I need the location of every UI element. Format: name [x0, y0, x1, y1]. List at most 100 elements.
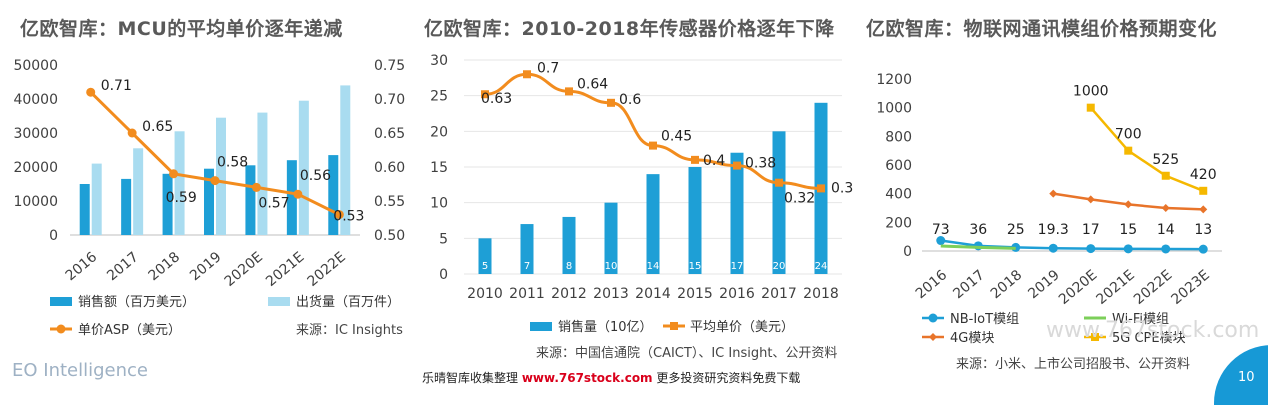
chart2-bar-label: 10 [605, 261, 618, 272]
chart2-legend-bar-swatch [530, 322, 552, 331]
chart3-title: 亿欧智库：物联网通讯模组价格预期变化 [866, 18, 1218, 40]
chart2-price-point [649, 141, 657, 150]
chart2-bar-label: 8 [566, 261, 572, 272]
chart3-point-nbiot [1048, 243, 1058, 253]
chart2-price-label: 0.4 [703, 153, 725, 169]
chart3-point-4g [1161, 204, 1170, 212]
chart1-asp-label: 0.58 [217, 155, 248, 171]
chart3-y-tick: 200 [885, 215, 912, 231]
chart2-y-tick: 0 [439, 267, 448, 283]
chart1-bar-sales [79, 184, 90, 235]
chart1-asp-point [293, 189, 303, 199]
chart2-bar-label: 5 [482, 261, 488, 272]
chart3-x-tick: 2020E [1056, 267, 1100, 308]
chart2-price-label: 0.3 [831, 180, 853, 196]
chart1-asp-label: 0.71 [101, 78, 132, 94]
chart1-right-tick: 0.65 [374, 126, 405, 142]
chart3-point-4g [1086, 195, 1095, 204]
chart1-bar-shipment [133, 148, 144, 235]
chart1-bar-sales [204, 168, 214, 235]
chart2-source: 来源：中国信通院（CAICT）、IC Insight、公开资料 [536, 346, 837, 361]
chart1-bar-sales [162, 173, 173, 235]
chart3-line-wifi [940, 244, 1016, 250]
chart3-label-nbiot: 13 [1194, 222, 1212, 238]
banner-suffix: 更多投资研究资料免费下载 [652, 371, 801, 385]
banner-url[interactable]: www.767stock.com [521, 371, 653, 385]
chart2-bar-label: 24 [815, 261, 828, 272]
chart1-legend-sales-swatch [50, 297, 72, 306]
chart1-source: 来源：IC Insights [296, 323, 403, 338]
chart1-bar-sales [121, 178, 132, 235]
chart2-price-label: 0.32 [784, 191, 815, 207]
chart2-price-label: 0.63 [481, 91, 512, 107]
chart2-x-tick: 2016 [719, 286, 755, 302]
chart2-bar [562, 216, 576, 274]
chart1-asp-point [210, 176, 220, 186]
chart2-price-point [523, 70, 531, 79]
chart3-label-5g: 525 [1152, 152, 1179, 168]
chart1-left-tick: 40000 [13, 92, 58, 108]
chart2-price-point [691, 155, 699, 164]
chart3-legend-4g-marker [929, 333, 937, 341]
chart1-legend-shipment-swatch [268, 297, 290, 306]
chart3-label-nbiot: 73 [932, 222, 950, 238]
chart2-bar-label: 7 [524, 261, 530, 272]
chart2-price-point [565, 87, 573, 96]
chart1-asp-point [169, 169, 179, 179]
chart1-asp-label: 0.57 [258, 195, 289, 211]
chart1-right-tick: 0.75 [374, 58, 405, 74]
chart1-left-tick: 20000 [13, 160, 58, 176]
chart3-legend-5g-marker [1091, 333, 1099, 341]
chart3-x-tick: 2023E [1168, 267, 1212, 308]
chart3-point-nbiot [1161, 244, 1171, 254]
chart2-bar [646, 174, 660, 274]
chart2-legend-line: 平均单价（美元） [690, 320, 794, 335]
chart2-x-tick: 2010 [467, 286, 503, 302]
chart3-point-5g [1124, 146, 1133, 155]
chart2-y-tick: 5 [439, 231, 448, 247]
chart3-y-tick: 600 [885, 158, 912, 174]
chart2-price-label: 0.45 [661, 129, 692, 145]
chart1-right-tick: 0.70 [374, 92, 405, 108]
chart2-bar [688, 167, 702, 274]
chart2-x-tick: 2013 [593, 286, 629, 302]
chart3-point-4g [1124, 200, 1133, 209]
chart3-point-nbiot [936, 236, 946, 246]
chart2-y-tick: 30 [430, 53, 448, 69]
chart3-legend-nbiot-marker [928, 313, 938, 323]
chart2-bar [520, 224, 534, 274]
chart3-x-tick: 2018 [988, 267, 1026, 302]
chart1-bar-sales [286, 160, 297, 235]
chart3-label-5g: 1000 [1073, 84, 1109, 100]
chart1-bar-shipment [340, 85, 351, 236]
chart1-legend-asp: 单价ASP（美元） [78, 323, 181, 338]
chart1-legend-asp-marker [56, 324, 66, 334]
chart3-y-tick: 1200 [876, 72, 912, 88]
chart1-left-tick: 30000 [13, 126, 58, 142]
chart3-label-nbiot: 36 [969, 222, 987, 238]
chart3-label-nbiot: 19.3 [1038, 222, 1069, 238]
chart1-asp-point [86, 87, 96, 97]
chart3-point-4g [1199, 205, 1208, 214]
chart2-price-label: 0.64 [577, 76, 608, 92]
chart3-line-5g [1089, 106, 1204, 192]
chart3-legend-wifi: Wi-Fi模组 [1112, 312, 1169, 327]
chart2-y-tick: 10 [430, 196, 448, 212]
chart3-legend-nbiot: NB-IoT模组 [950, 312, 1019, 327]
chart2-x-tick: 2015 [677, 286, 713, 302]
chart3-x-tick: 2016 [913, 267, 951, 302]
chart3-x-tick: 2017 [950, 267, 988, 302]
chart1-asp-label: 0.65 [142, 119, 173, 135]
chart1-title: 亿欧智库：MCU的平均单价逐年递减 [20, 18, 343, 40]
chart2-price-point [607, 98, 615, 107]
chart2-x-tick: 2017 [761, 286, 797, 302]
chart1-bar-sales [245, 165, 256, 235]
footer-brand: EO Intelligence [12, 360, 148, 381]
chart2-price-point [775, 178, 783, 187]
chart3-x-tick: 2022E [1131, 267, 1175, 308]
banner-prefix: 乐晴智库收集整理 [422, 371, 522, 385]
chart3-legend-4g: 4G模块 [950, 331, 994, 346]
chart1-asp-label: 0.59 [166, 190, 197, 206]
chart3-y-tick: 0 [903, 244, 912, 260]
chart2-price-point [817, 184, 825, 193]
